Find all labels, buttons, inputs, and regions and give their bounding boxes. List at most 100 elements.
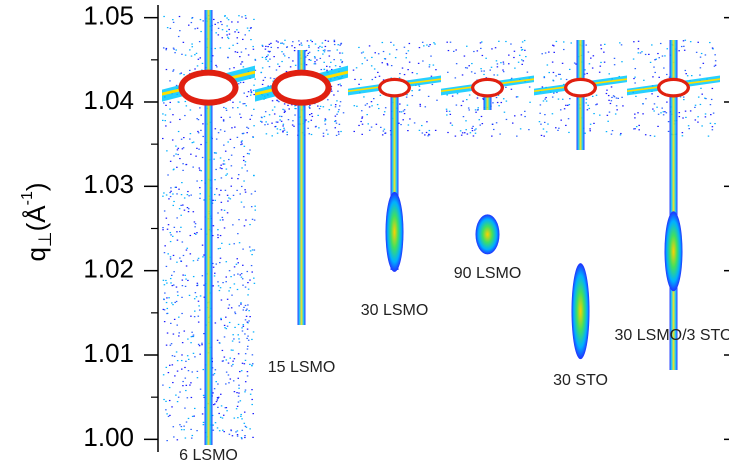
noise-dot <box>190 336 193 338</box>
noise-dot <box>634 117 636 119</box>
noise-dot <box>286 134 289 136</box>
noise-dot <box>292 41 294 43</box>
streak <box>297 50 306 325</box>
noise-dot <box>236 405 239 407</box>
noise-dot <box>238 341 241 343</box>
noise-dot <box>195 296 198 298</box>
noise-dot <box>552 71 555 74</box>
noise-dot <box>214 199 217 201</box>
noise-dot <box>702 62 705 64</box>
panel-label: 30 LSMO/3 STO <box>615 327 729 344</box>
noise-dot <box>383 58 386 60</box>
substrate-peak <box>184 75 233 100</box>
noise-dot <box>244 15 247 17</box>
noise-dot <box>237 83 240 85</box>
noise-dot <box>220 189 222 191</box>
noise-dot <box>244 286 247 288</box>
noise-dot <box>464 67 467 69</box>
noise-dot <box>268 66 271 68</box>
noise-dot <box>247 288 250 290</box>
noise-dot <box>495 96 498 99</box>
noise-dot <box>228 290 230 292</box>
noise-dot <box>610 133 613 135</box>
noise-dot <box>697 96 700 98</box>
noise-dot <box>174 186 177 188</box>
noise-dot <box>176 261 178 263</box>
noise-dot <box>466 45 468 47</box>
noise-dot <box>196 430 198 432</box>
noise-dot <box>233 67 235 69</box>
noise-dot <box>165 47 168 50</box>
noise-dot <box>685 116 687 119</box>
noise-dot <box>180 194 183 196</box>
noise-dot <box>282 43 285 45</box>
noise-dot <box>261 45 264 47</box>
noise-dot <box>164 120 166 122</box>
noise-dot <box>460 134 463 136</box>
substrate-peak <box>381 81 408 95</box>
noise-dot <box>186 194 189 196</box>
noise-dot <box>311 115 314 118</box>
noise-dot <box>187 338 189 340</box>
noise-dot <box>193 298 196 300</box>
noise-dot <box>352 69 355 71</box>
noise-dot <box>358 46 360 49</box>
noise-dot <box>175 84 178 87</box>
noise-dot <box>713 65 716 67</box>
noise-dot <box>246 170 249 172</box>
noise-dot <box>355 67 358 69</box>
noise-dot <box>690 75 693 77</box>
noise-dot <box>342 112 345 114</box>
noise-dot <box>196 259 199 261</box>
noise-dot <box>280 42 282 44</box>
noise-dot <box>308 44 310 47</box>
noise-dot <box>644 134 647 136</box>
noise-dot <box>712 48 714 50</box>
noise-dot <box>248 153 250 155</box>
noise-dot <box>539 112 541 114</box>
noise-dot <box>227 200 229 202</box>
noise-dot <box>166 312 168 315</box>
noise-dot <box>316 59 318 61</box>
noise-dot <box>243 411 246 413</box>
noise-dot <box>238 387 240 389</box>
noise-dot <box>228 158 230 161</box>
noise-dot <box>253 93 255 96</box>
noise-dot <box>417 62 420 64</box>
noise-dot <box>709 122 712 124</box>
noise-dot <box>328 109 331 111</box>
noise-dot <box>254 205 256 207</box>
noise-dot <box>307 52 310 55</box>
noise-dot <box>499 133 501 135</box>
noise-dot <box>176 291 179 293</box>
noise-dot <box>197 130 199 133</box>
noise-dot <box>667 121 670 123</box>
noise-dot <box>588 63 591 65</box>
noise-dot <box>309 104 311 106</box>
noise-dot <box>464 132 466 134</box>
noise-dot <box>169 101 172 104</box>
noise-dot <box>169 240 172 243</box>
noise-dot <box>181 285 184 287</box>
noise-dot <box>197 343 200 346</box>
noise-dot <box>709 104 712 106</box>
noise-dot <box>560 119 562 121</box>
noise-dot <box>605 92 608 95</box>
noise-dot <box>570 42 572 44</box>
noise-dot <box>180 138 183 140</box>
noise-dot <box>185 105 188 107</box>
noise-dot <box>179 424 181 426</box>
noise-dot <box>251 218 254 220</box>
noise-dot <box>324 118 327 120</box>
noise-dot <box>163 192 165 194</box>
noise-dot <box>267 50 270 52</box>
noise-dot <box>508 63 510 65</box>
noise-dot <box>340 130 342 133</box>
noise-dot <box>613 57 616 59</box>
noise-dot <box>375 123 378 125</box>
noise-dot <box>559 73 561 76</box>
noise-dot <box>563 108 566 110</box>
noise-dot <box>168 386 171 389</box>
noise-dot <box>286 131 288 133</box>
noise-dot <box>236 136 239 138</box>
